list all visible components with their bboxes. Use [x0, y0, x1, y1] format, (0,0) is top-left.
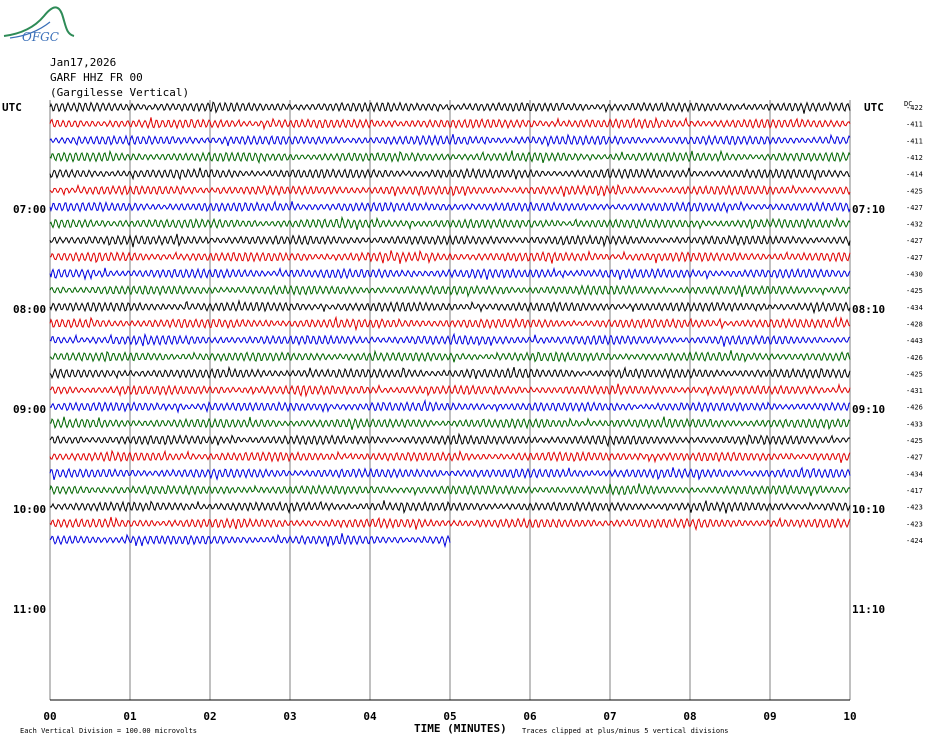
dc-offset-label: -424 [906, 537, 923, 545]
trace-row [49, 266, 851, 281]
dc-offset-label: -411 [906, 137, 923, 145]
x-tick-label: 05 [443, 710, 456, 723]
x-tick-label: 00 [43, 710, 56, 723]
dc-offset-label: -434 [906, 470, 923, 478]
scale-note: Each Vertical Division = 100.00 microvol… [20, 727, 197, 735]
trace-row [49, 466, 851, 481]
x-tick-label: 09 [763, 710, 776, 723]
x-tick-labels: 00 01 02 03 04 05 06 07 08 09 10 [43, 710, 856, 723]
trace-row [49, 416, 851, 431]
x-tick-label: 08 [683, 710, 696, 723]
x-tick-label: 04 [363, 710, 377, 723]
left-hour-label: 08:00 [13, 303, 46, 316]
dc-offset-label: -433 [906, 420, 923, 428]
trace-row [49, 284, 851, 298]
trace-row [49, 516, 851, 532]
dc-offset-label: -443 [906, 337, 923, 345]
x-tick-label: 06 [523, 710, 537, 723]
trace-row [49, 167, 851, 181]
x-tick-label: 03 [283, 710, 296, 723]
dc-offset-label: -426 [906, 354, 923, 362]
logo-swoosh-inner [9, 21, 51, 39]
dc-offset-label: -425 [906, 370, 923, 378]
ofgc-logo: OFGC [3, 6, 75, 44]
right-hour-label: 07:10 [852, 203, 885, 216]
dc-offset-label: -434 [906, 304, 923, 312]
trace-row [49, 200, 851, 215]
logo-swoosh [3, 6, 75, 37]
trace-row [49, 483, 851, 497]
trace-row [49, 249, 851, 265]
station-location: (Gargilesse Vertical) [50, 86, 189, 99]
x-tick-label: 02 [203, 710, 216, 723]
trace-row [49, 449, 851, 464]
trace-row [49, 101, 851, 114]
dc-offset-label: -427 [906, 454, 923, 462]
dc-offset-label: -425 [906, 437, 923, 445]
dc-offset-label: -426 [906, 404, 923, 412]
seismic-traces [49, 101, 851, 549]
trace-row [49, 365, 851, 380]
trace-row [49, 315, 851, 332]
right-hour-label: 08:10 [852, 303, 885, 316]
dc-offset-labels: -422 -411 -411 -412 -414 -425 -427 -432 -427 -427… [906, 104, 923, 545]
left-hour-label: 07:00 [13, 203, 46, 216]
left-hour-label: 09:00 [13, 403, 46, 416]
trace-row [49, 349, 851, 363]
trace-row [49, 382, 851, 398]
trace-row [49, 233, 851, 248]
grid-lines [49, 100, 851, 701]
right-hour-label: 09:10 [852, 403, 885, 416]
x-tick-label: 10 [843, 710, 856, 723]
trace-row [49, 432, 851, 448]
dc-offset-label: -432 [906, 221, 923, 229]
dc-offset-label: -423 [906, 520, 923, 528]
dc-offset-label: -417 [906, 487, 923, 495]
trace-row [49, 116, 851, 131]
trace-row [49, 500, 851, 515]
trace-row [49, 398, 851, 414]
dc-offset-label: -427 [906, 237, 923, 245]
dc-offset-label: -427 [906, 254, 923, 262]
trace-row [49, 215, 851, 231]
trace-row [49, 183, 851, 197]
right-hour-label: 11:10 [852, 603, 885, 616]
trace-row [49, 299, 851, 315]
x-axis-label: TIME (MINUTES) [414, 722, 507, 735]
x-tick-label: 01 [123, 710, 137, 723]
dc-offset-label: -430 [906, 271, 923, 279]
dc-offset-label: -422 [906, 104, 923, 112]
dc-offset-label: -414 [906, 171, 923, 179]
dc-offset-label: -411 [906, 121, 923, 129]
dc-offset-label: -427 [906, 204, 923, 212]
dc-offset-label: -431 [906, 387, 923, 395]
hour-labels: 07:00 08:00 09:00 10:00 11:00 07:10 08:10 09:10… [13, 203, 885, 616]
logo-text: OFGC [22, 30, 59, 44]
trace-row [49, 533, 451, 549]
right-tz-label: UTC [864, 101, 884, 114]
left-hour-label: 11:00 [13, 603, 46, 616]
dc-offset-label: -425 [906, 287, 923, 295]
plot-date: Jan17,2026 [50, 56, 116, 69]
station-code: GARF HHZ FR 00 [50, 71, 143, 84]
dc-offset-label: -425 [906, 187, 923, 195]
trace-row [49, 332, 851, 347]
trace-row [49, 149, 851, 165]
left-hour-label: 10:00 [13, 503, 46, 516]
dc-offset-label: -428 [906, 320, 923, 328]
dc-header-label: DC [904, 100, 912, 108]
dc-offset-label: -412 [906, 154, 923, 162]
left-tz-label: UTC [2, 101, 22, 114]
clip-note: Traces clipped at plus/minus 5 vertical … [522, 727, 729, 735]
x-tick-label: 07 [603, 710, 616, 723]
dc-offset-label: -423 [906, 504, 923, 512]
trace-row [49, 133, 851, 148]
right-hour-label: 10:10 [852, 503, 885, 516]
